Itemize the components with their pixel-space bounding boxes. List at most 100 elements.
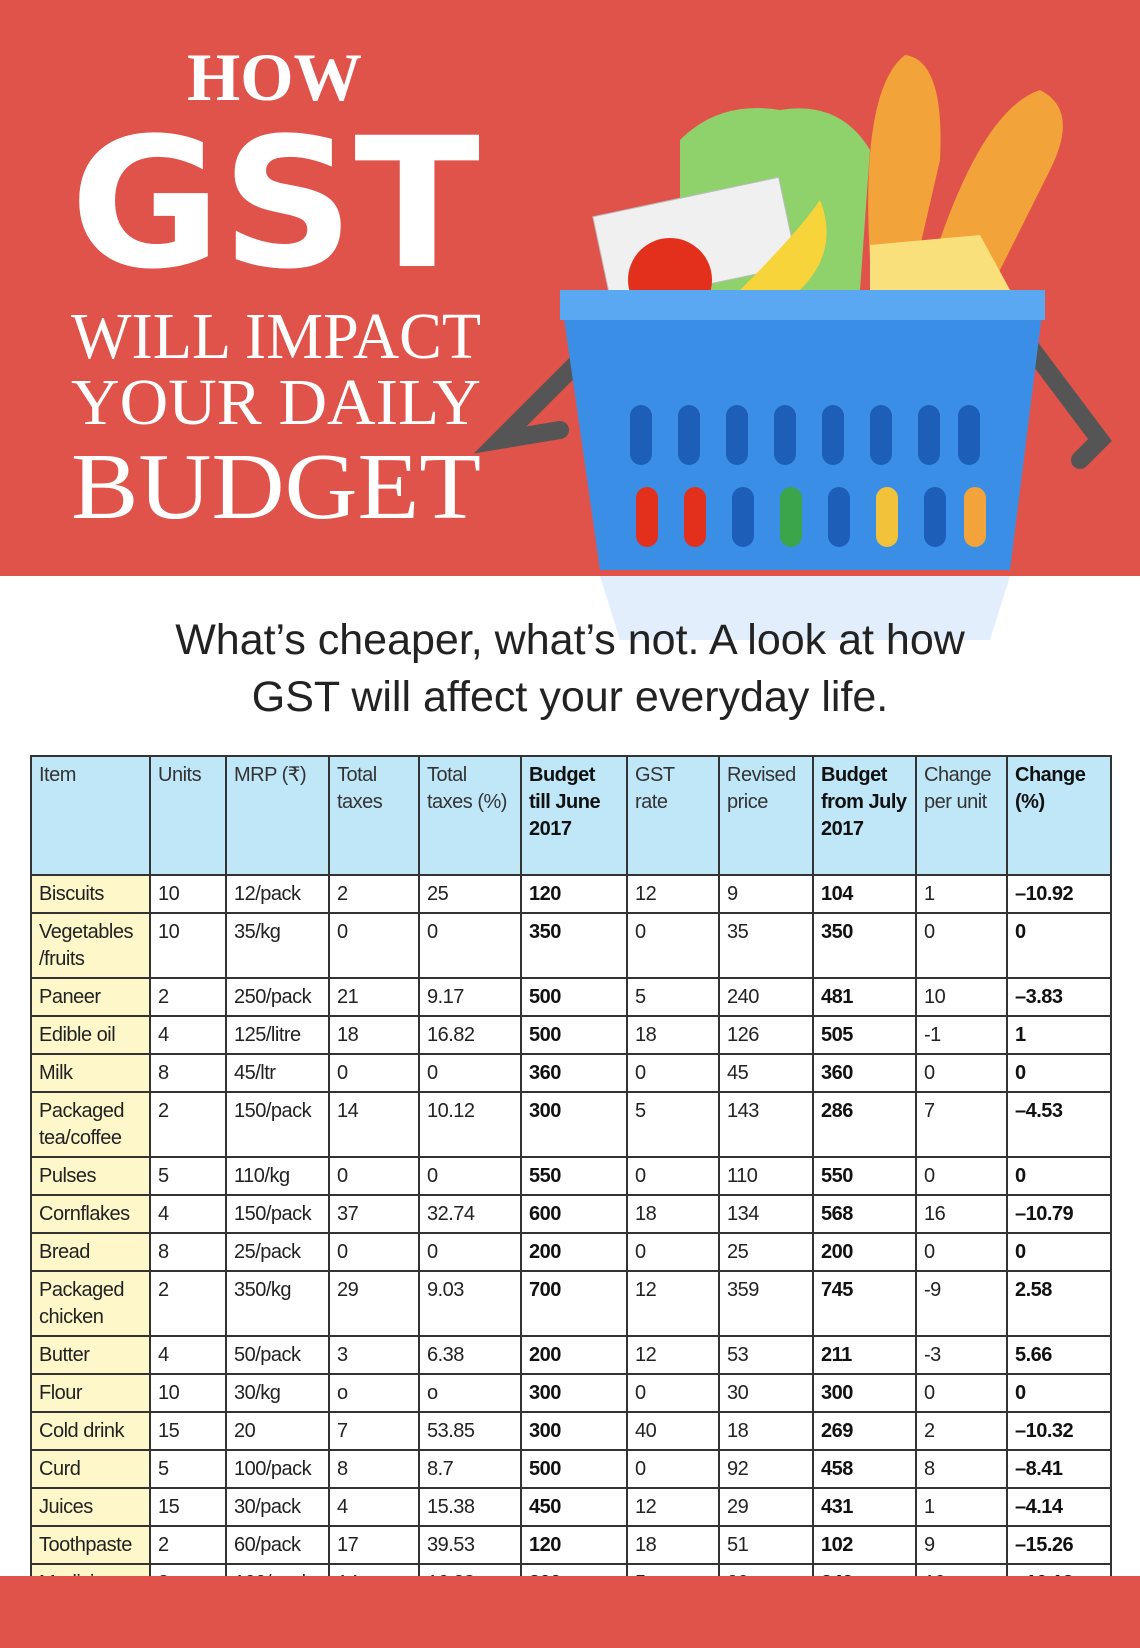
value-cell: 360 xyxy=(520,1053,628,1093)
value-cell: 14 xyxy=(328,1091,420,1158)
value-cell: 16 xyxy=(915,1194,1008,1234)
value-cell: 17 xyxy=(328,1525,420,1565)
value-cell: 20 xyxy=(225,1411,330,1451)
value-cell: 10 xyxy=(149,874,227,914)
value-cell: 0 xyxy=(915,1232,1008,1272)
value-cell: 300 xyxy=(812,1373,917,1413)
gst-table: Item Units MRP (₹) Total taxes Total taxes (… xyxy=(30,755,1112,1603)
value-cell: 500 xyxy=(520,977,628,1017)
value-cell: o xyxy=(418,1373,522,1413)
item-cell: Butter xyxy=(30,1335,151,1375)
value-cell: -3 xyxy=(915,1335,1008,1375)
column-header: Budget till June 2017 xyxy=(520,755,628,876)
subtitle-line: GST will affect your everyday life. xyxy=(251,673,889,721)
value-cell: 18 xyxy=(626,1015,720,1055)
value-cell: 300 xyxy=(520,1411,628,1451)
value-cell: 8 xyxy=(149,1053,227,1093)
value-cell: 25 xyxy=(418,874,522,914)
value-cell: 35 xyxy=(718,912,814,979)
value-cell: 200 xyxy=(520,1232,628,1272)
value-cell: 481 xyxy=(812,977,917,1017)
value-cell: 53 xyxy=(718,1335,814,1375)
value-cell: 37 xyxy=(328,1194,420,1234)
value-cell: 2 xyxy=(328,874,420,914)
value-cell: 12 xyxy=(626,1335,720,1375)
value-cell: 25/pack xyxy=(225,1232,330,1272)
value-cell: 4 xyxy=(328,1487,420,1527)
value-cell: 15 xyxy=(149,1411,227,1451)
value-cell: 60/pack xyxy=(225,1525,330,1565)
value-cell: 104 xyxy=(812,874,917,914)
item-cell: Cold drink xyxy=(30,1411,151,1451)
value-cell: 15 xyxy=(149,1487,227,1527)
value-cell: –10.92 xyxy=(1006,874,1112,914)
value-cell: 0 xyxy=(328,1053,420,1093)
table-row: Cold drink 15 20 7 53.85 300 40 18 269 2 –10.32 xyxy=(30,1411,1112,1451)
value-cell: 0 xyxy=(418,1232,522,1272)
value-cell: 110 xyxy=(718,1156,814,1196)
value-cell: 360 xyxy=(812,1053,917,1093)
value-cell: 2 xyxy=(915,1411,1008,1451)
value-cell: –4.14 xyxy=(1006,1487,1112,1527)
value-cell: 700 xyxy=(520,1270,628,1337)
value-cell: 3 xyxy=(328,1335,420,1375)
value-cell: 4 xyxy=(149,1335,227,1375)
value-cell: 21 xyxy=(328,977,420,1017)
value-cell: 9 xyxy=(718,874,814,914)
table-row: Edible oil 4 125/litre 18 16.82 500 18 126 505 -1… xyxy=(30,1015,1112,1055)
value-cell: 0 xyxy=(915,1373,1008,1413)
value-cell: 2.58 xyxy=(1006,1270,1112,1337)
column-header: Units xyxy=(149,755,227,876)
value-cell: 18 xyxy=(626,1525,720,1565)
table-row: Packaged chicken 2 350/kg 29 9.03 700 12 359 745… xyxy=(30,1270,1112,1337)
value-cell: 500 xyxy=(520,1449,628,1489)
value-cell: 12 xyxy=(626,1487,720,1527)
value-cell: 25 xyxy=(718,1232,814,1272)
value-cell: –4.53 xyxy=(1006,1091,1112,1158)
value-cell: -9 xyxy=(915,1270,1008,1337)
value-cell: 745 xyxy=(812,1270,917,1337)
item-cell: Biscuits xyxy=(30,874,151,914)
table-row: Butter 4 50/pack 3 6.38 200 12 53 211 -3 5.66 xyxy=(30,1335,1112,1375)
value-cell: 18 xyxy=(718,1411,814,1451)
value-cell: –15.26 xyxy=(1006,1525,1112,1565)
value-cell: 102 xyxy=(812,1525,917,1565)
value-cell: 35/kg xyxy=(225,912,330,979)
value-cell: 6.38 xyxy=(418,1335,522,1375)
value-cell: 200 xyxy=(520,1335,628,1375)
item-cell: Packaged tea/coffee xyxy=(30,1091,151,1158)
value-cell: 0 xyxy=(1006,1373,1112,1413)
value-cell: 0 xyxy=(626,912,720,979)
table-row: Milk 8 45/ltr 0 0 360 0 45 360 0 0 xyxy=(30,1053,1112,1093)
value-cell: 1 xyxy=(915,1487,1008,1527)
value-cell: 53.85 xyxy=(418,1411,522,1451)
column-header: Change (%) xyxy=(1006,755,1112,876)
table-row: Paneer 2 250/pack 21 9.17 500 5 240 481 10 –3.83 xyxy=(30,977,1112,1017)
value-cell: 32.74 xyxy=(418,1194,522,1234)
value-cell: 16.82 xyxy=(418,1015,522,1055)
column-header: Total taxes xyxy=(328,755,420,876)
value-cell: 431 xyxy=(812,1487,917,1527)
value-cell: 7 xyxy=(328,1411,420,1451)
value-cell: 350 xyxy=(812,912,917,979)
value-cell: 10 xyxy=(149,1373,227,1413)
value-cell: 350/kg xyxy=(225,1270,330,1337)
value-cell: 150/pack xyxy=(225,1091,330,1158)
value-cell: 125/litre xyxy=(225,1015,330,1055)
item-cell: Paneer xyxy=(30,977,151,1017)
value-cell: 120 xyxy=(520,874,628,914)
item-cell: Curd xyxy=(30,1449,151,1489)
value-cell: 45/ltr xyxy=(225,1053,330,1093)
value-cell: 18 xyxy=(626,1194,720,1234)
value-cell: 10.12 xyxy=(418,1091,522,1158)
value-cell: 8.7 xyxy=(418,1449,522,1489)
value-cell: 0 xyxy=(1006,912,1112,979)
value-cell: 50/pack xyxy=(225,1335,330,1375)
title-line: HOW xyxy=(187,39,362,115)
value-cell: 120 xyxy=(520,1525,628,1565)
value-cell: 240 xyxy=(718,977,814,1017)
value-cell: 2 xyxy=(149,1270,227,1337)
value-cell: 9 xyxy=(915,1525,1008,1565)
value-cell: 0 xyxy=(328,912,420,979)
